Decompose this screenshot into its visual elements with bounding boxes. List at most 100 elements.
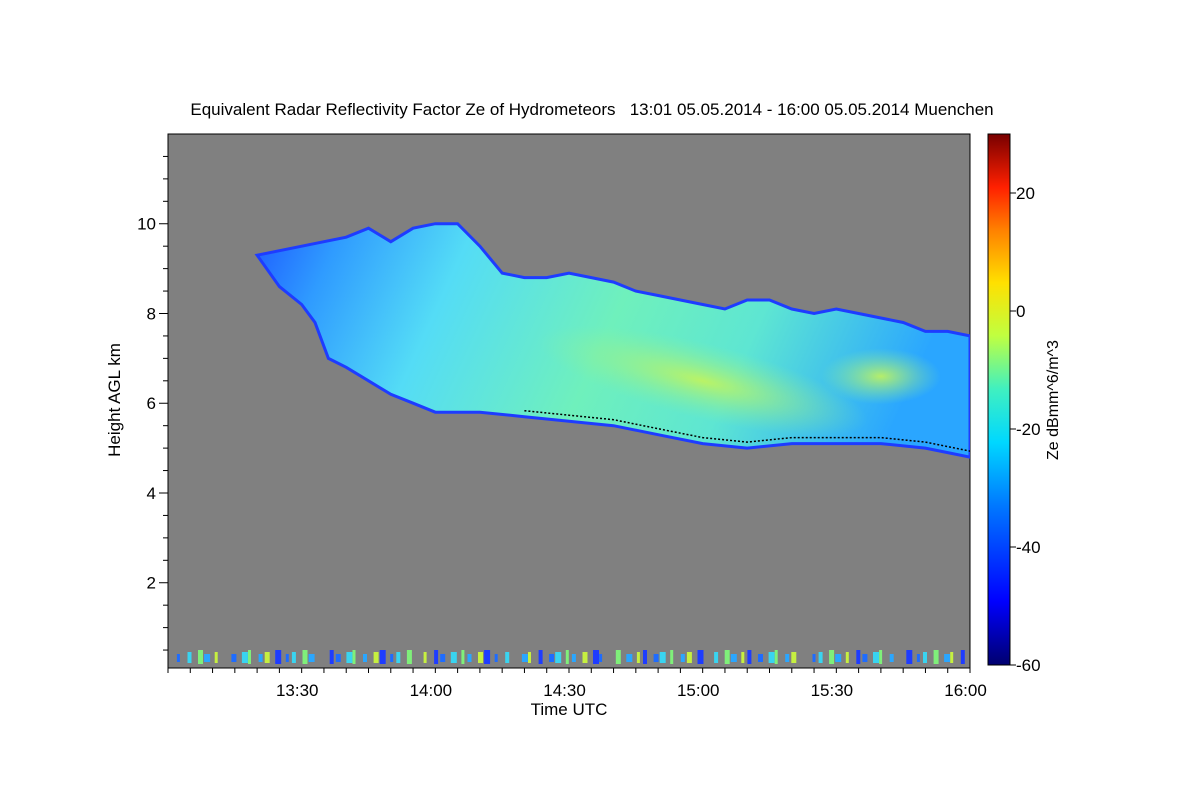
ground-clutter — [873, 652, 879, 663]
ground-clutter — [204, 654, 211, 662]
y-axis: 2 4 6 8 10 — [137, 155, 168, 651]
x-tick-label: 15:00 — [677, 681, 720, 700]
ground-clutter — [643, 650, 647, 664]
ground-clutter — [434, 650, 439, 664]
y-tick-label: 8 — [147, 304, 156, 323]
colorbar-tick-label: -20 — [1016, 420, 1041, 439]
ground-clutter — [302, 650, 308, 664]
ground-clutter — [352, 650, 356, 664]
ground-clutter — [593, 650, 599, 664]
x-tick-label: 14:00 — [410, 681, 453, 700]
colorbar-tick-label: -40 — [1016, 538, 1041, 557]
ground-clutter — [231, 654, 237, 662]
ground-clutter — [741, 652, 745, 663]
x-tick-label: 15:30 — [811, 681, 854, 700]
ground-clutter — [373, 652, 379, 663]
ground-clutter — [686, 652, 692, 663]
ground-clutter — [680, 654, 685, 662]
ground-clutter — [406, 650, 412, 664]
ground-clutter — [248, 650, 251, 664]
ground-clutter — [960, 650, 965, 664]
ground-clutter — [818, 652, 823, 663]
y-axis-label: Height AGL km — [105, 343, 124, 457]
y-tick-label: 10 — [137, 215, 156, 234]
ground-clutter — [768, 652, 775, 663]
ground-clutter — [659, 652, 666, 663]
ground-clutter — [615, 650, 621, 664]
ground-clutter — [599, 654, 603, 662]
ground-clutter — [346, 652, 353, 663]
ground-clutter — [879, 650, 883, 664]
ground-clutter — [549, 654, 555, 662]
ground-clutter — [363, 654, 367, 662]
ground-clutter — [670, 650, 674, 664]
ground-clutter — [461, 650, 465, 664]
ground-clutter — [528, 652, 531, 663]
ground-clutter — [538, 650, 543, 664]
ground-clutter — [187, 652, 192, 663]
x-tick-label: 16:00 — [944, 681, 987, 700]
colorbar-tick-label: 0 — [1016, 302, 1025, 321]
ground-clutter — [571, 654, 576, 662]
ground-clutter — [450, 652, 457, 663]
ground-clutter — [521, 654, 528, 662]
ground-clutter — [396, 652, 401, 663]
ground-clutter — [390, 654, 394, 662]
x-tick-label: 14:30 — [543, 681, 586, 700]
ground-clutter — [785, 654, 790, 662]
x-axis-label: Time UTC — [531, 700, 608, 719]
ground-clutter — [829, 650, 835, 664]
echo-core — [820, 348, 941, 405]
ground-clutter — [774, 650, 778, 664]
colorbar-tick-label: -60 — [1016, 656, 1041, 675]
ground-clutter — [724, 650, 730, 664]
y-tick-label: 4 — [147, 484, 156, 503]
ground-clutter — [916, 654, 920, 662]
ground-clutter — [791, 652, 797, 663]
ground-clutter — [835, 654, 842, 662]
x-axis: 13:30 14:00 14:30 15:00 15:30 16:00 — [167, 668, 987, 700]
ground-clutter — [730, 654, 737, 662]
y-tick-label: 2 — [147, 574, 156, 593]
echo-core — [537, 325, 868, 437]
ground-clutter — [329, 650, 334, 664]
ground-clutter — [214, 652, 218, 663]
ground-clutter — [241, 652, 248, 663]
ground-clutter — [812, 654, 816, 662]
chart-title: Equivalent Radar Reflectivity Factor Ze … — [190, 100, 993, 119]
ground-clutter — [626, 654, 633, 662]
ground-clutter — [275, 650, 282, 664]
ground-clutter — [484, 650, 491, 664]
ground-clutter — [505, 652, 510, 663]
ground-clutter — [478, 652, 483, 663]
colorbar-ticks: -60 -40 -20 0 20 — [1010, 184, 1041, 675]
ground-clutter — [714, 652, 719, 663]
ground-clutter — [950, 652, 954, 663]
x-tick-label: 13:30 — [276, 681, 319, 700]
ground-clutter — [582, 652, 588, 663]
ground-clutter — [697, 650, 704, 664]
ground-clutter — [494, 654, 498, 662]
ground-clutter — [467, 654, 472, 662]
ground-clutter — [335, 654, 341, 662]
ground-clutter — [944, 654, 951, 662]
ground-clutter — [653, 654, 659, 662]
ground-clutter — [636, 652, 640, 663]
ground-clutter — [379, 650, 386, 664]
y-tick-label: 6 — [147, 394, 156, 413]
ground-clutter — [440, 654, 446, 662]
ground-clutter — [258, 654, 263, 662]
ground-clutter — [565, 650, 569, 664]
ground-clutter — [423, 652, 427, 663]
ground-clutter — [747, 650, 752, 664]
ground-clutter — [856, 650, 861, 664]
ground-clutter — [845, 652, 849, 663]
ground-clutter — [176, 654, 180, 662]
ground-clutter — [198, 650, 203, 664]
ground-clutter — [923, 652, 927, 663]
ground-clutter — [555, 652, 562, 663]
ground-clutter — [291, 652, 296, 663]
ground-clutter — [906, 650, 913, 664]
ground-clutter — [933, 650, 939, 664]
